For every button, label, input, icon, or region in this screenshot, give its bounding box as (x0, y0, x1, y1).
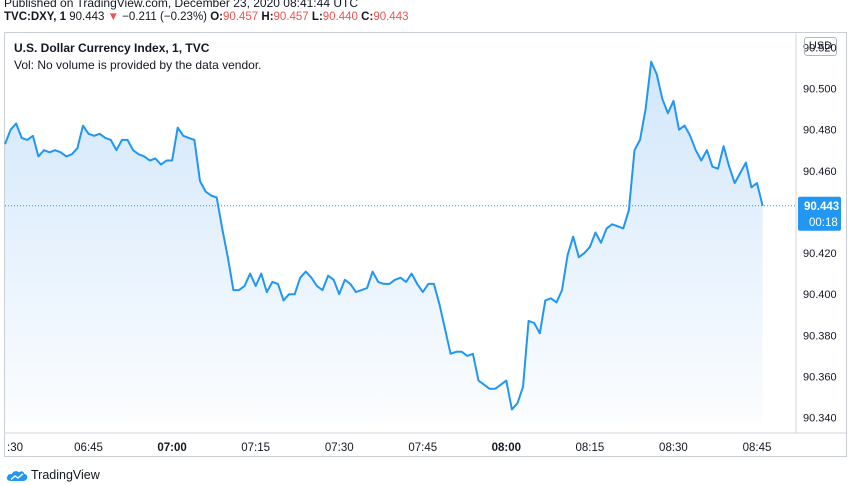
last-price-tag-label: 90.443 (804, 201, 839, 213)
tradingview-cloud-icon (6, 470, 28, 481)
y-tick-label: 90.460 (803, 166, 837, 178)
x-tick-label: 07:45 (408, 442, 437, 454)
countdown-label: 00:18 (809, 217, 838, 229)
low-value: 90.440 (322, 11, 358, 23)
low-label: L: (311, 11, 323, 23)
change-down-icon: ▼ (107, 11, 119, 23)
ohlc-bar: TVC:DXY, 1 90.443 ▼ −0.211 (−0.23%) O:90… (4, 11, 409, 23)
volume-note: Vol: No volume is provided by the data v… (14, 58, 262, 72)
tradingview-logo[interactable]: TradingView (6, 468, 100, 482)
open-label: O: (210, 11, 223, 23)
x-tick-label: 06:45 (74, 442, 103, 454)
y-tick-label: 90.380 (803, 330, 837, 342)
y-tick-label: 90.400 (803, 289, 837, 301)
x-tick-label: 08:00 (492, 442, 521, 454)
x-tick-label: 07:15 (241, 442, 270, 454)
last-price-tag (798, 196, 841, 231)
open-value: 90.457 (223, 11, 259, 23)
x-tick-label: 07:00 (157, 442, 186, 454)
x-tick-label: 08:45 (743, 442, 772, 454)
close-value: 90.443 (373, 11, 409, 23)
series-line (4, 60, 764, 411)
x-tick-label: 08:30 (659, 442, 688, 454)
high-label: H: (261, 11, 274, 23)
change-value: −0.211 (−0.23%) (122, 11, 208, 23)
x-tick-label: 08:15 (576, 442, 605, 454)
series-area-fill (5, 61, 763, 422)
close-label: C: (361, 11, 374, 23)
currency-button[interactable]: USD (804, 37, 837, 56)
brand-label: TradingView (31, 468, 100, 482)
last-price-value: 90.443 (69, 11, 105, 23)
published-text: Published on TradingView.com, December 2… (4, 0, 358, 10)
chart-panel (4, 32, 847, 457)
y-tick-label: 90.520 (803, 42, 837, 54)
y-tick-label: 90.500 (803, 84, 837, 96)
symbol-label: TVC:DXY, 1 (4, 11, 66, 23)
legend-title: U.S. Dollar Currency Index, 1, TVC (14, 41, 210, 55)
high-value: 90.457 (273, 11, 309, 23)
y-tick-label: 90.420 (803, 248, 837, 260)
x-tick-label: 07:30 (325, 442, 354, 454)
y-tick-label: 90.340 (803, 413, 837, 425)
y-tick-label: 90.360 (803, 371, 837, 383)
y-tick-label: 90.480 (803, 125, 837, 137)
x-tick-label: :30 (7, 442, 23, 454)
